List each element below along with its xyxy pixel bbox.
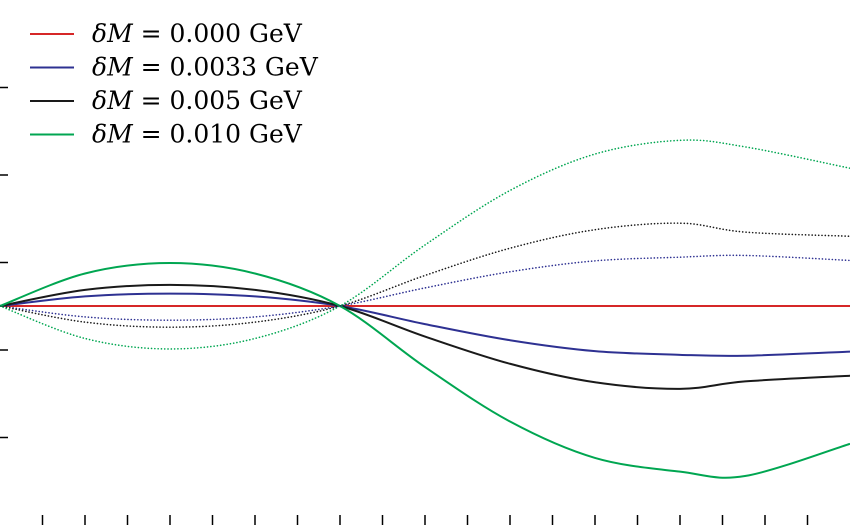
legend-label-prefix: δ [92, 120, 107, 149]
legend-label-rest: = 0.010 GeV [133, 120, 303, 149]
legend-label-var: M [106, 120, 134, 149]
legend-label-prefix: δ [92, 19, 107, 48]
legend-label-3: δM = 0.010 GeV [92, 120, 303, 149]
legend-label-rest: = 0.000 GeV [133, 19, 303, 48]
series-line-dotted-6 [0, 139, 850, 350]
legend-label-prefix: δ [92, 86, 107, 115]
series-line-2 [0, 283, 850, 390]
series-line-dotted-4 [0, 254, 850, 321]
legend-label-var: M [106, 86, 134, 115]
legend-label-0: δM = 0.000 GeV [92, 19, 303, 48]
legend-label-prefix: δ [92, 53, 107, 82]
axis-ticks [0, 86, 809, 525]
legend-label-1: δM = 0.0033 GeV [92, 53, 319, 82]
series-line-1 [0, 292, 850, 357]
legend-label-var: M [106, 19, 134, 48]
legend-label-var: M [106, 53, 134, 82]
series-lines [0, 139, 850, 479]
legend-label-2: δM = 0.005 GeV [92, 86, 303, 115]
series-line-3 [0, 262, 850, 479]
legend-label-rest: = 0.0033 GeV [133, 53, 319, 82]
legend-label-rest: = 0.005 GeV [133, 86, 303, 115]
